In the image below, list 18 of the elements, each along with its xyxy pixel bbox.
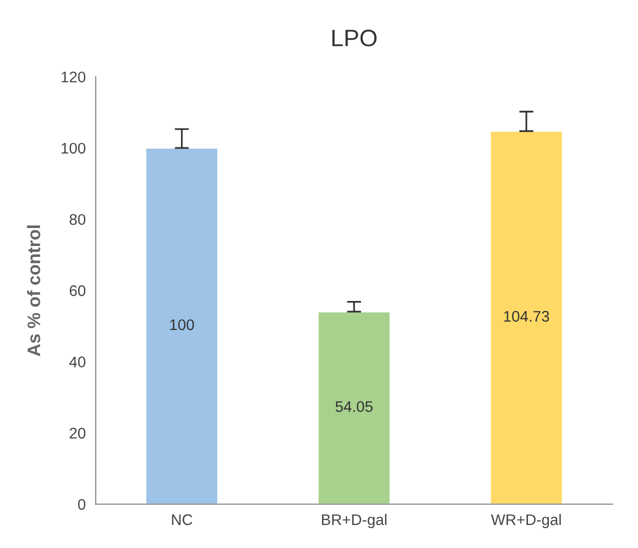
- bar: [144, 147, 219, 504]
- y-tick-label: 20: [70, 428, 86, 439]
- y-tick-label: 100: [62, 142, 86, 154]
- x-tick-label: BR+D-gal: [322, 514, 386, 528]
- y-tick-label: 60: [70, 285, 86, 296]
- data-label: 100: [170, 319, 194, 330]
- x-tick-label: NC: [172, 514, 192, 526]
- y-tick-label: 120: [62, 72, 86, 82]
- x-tick-label: WR+D-gal: [490, 514, 561, 528]
- y-tick-label: 0: [78, 499, 86, 510]
- data-label: 54.05: [336, 401, 373, 412]
- data-label: 104.73: [504, 310, 550, 322]
- y-axis-title: As % of control: [26, 226, 40, 356]
- y-tick-label: 80: [70, 214, 86, 225]
- chart-title: LPO: [332, 30, 377, 46]
- bar: [489, 130, 564, 504]
- bar: [317, 310, 391, 504]
- y-tick-label: 40: [69, 356, 86, 368]
